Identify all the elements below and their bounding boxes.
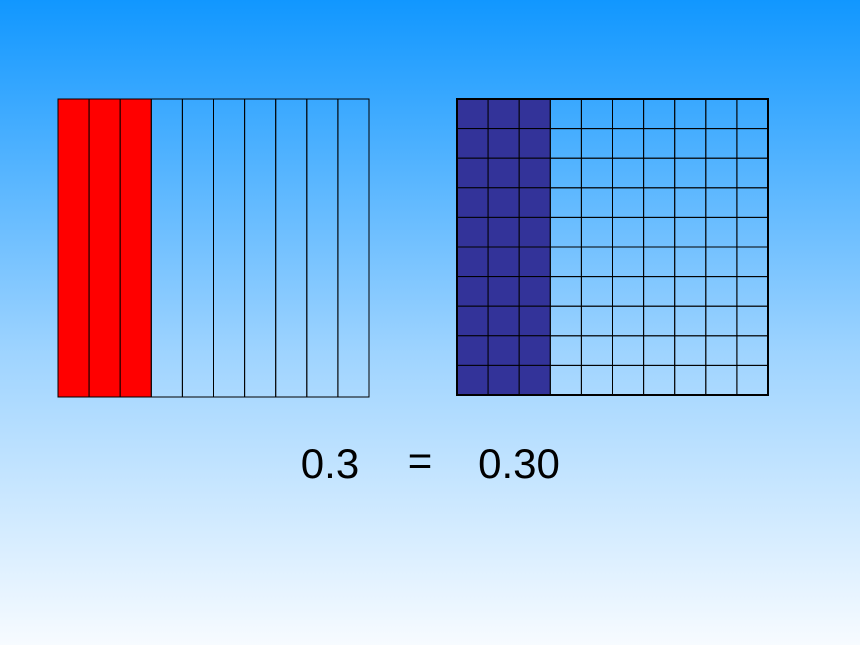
hundredth-cell bbox=[487, 157, 520, 189]
hundredth-cell bbox=[518, 98, 551, 130]
hundredth-cell bbox=[487, 364, 520, 396]
hundredth-cell bbox=[487, 246, 520, 278]
hundredth-cell bbox=[456, 98, 489, 130]
hundredth-cell bbox=[487, 276, 520, 307]
hundredth-cell bbox=[456, 128, 489, 159]
hundredth-cell bbox=[518, 364, 551, 396]
hundredth-cell bbox=[487, 187, 520, 218]
hundredth-cell bbox=[456, 246, 489, 278]
grid-border bbox=[456, 98, 769, 396]
equals-sign: = bbox=[408, 437, 433, 484]
tenths-grid bbox=[57, 98, 370, 398]
hundredth-cell bbox=[456, 305, 489, 337]
tenth-cell bbox=[119, 98, 152, 398]
hundredth-cell bbox=[518, 246, 551, 278]
hundredth-cell bbox=[487, 128, 520, 159]
hundredth-cell bbox=[518, 128, 551, 159]
hundredth-cell bbox=[456, 157, 489, 189]
left-value: 0.3 bbox=[301, 440, 359, 487]
hundredth-cell bbox=[456, 276, 489, 307]
hundredth-cell bbox=[518, 276, 551, 307]
hundredth-cell bbox=[518, 216, 551, 248]
hundredth-cell bbox=[456, 335, 489, 366]
hundredth-cell bbox=[518, 305, 551, 337]
hundredth-cell bbox=[456, 364, 489, 396]
tenth-cell bbox=[57, 98, 90, 398]
hundredth-cell bbox=[487, 98, 520, 130]
tenth-cell bbox=[88, 98, 121, 398]
hundredth-cell bbox=[456, 187, 489, 218]
right-value: 0.30 bbox=[478, 440, 560, 487]
hundredths-grid bbox=[456, 98, 769, 396]
hundredth-cell bbox=[456, 216, 489, 248]
hundredth-cell bbox=[487, 216, 520, 248]
hundredth-cell bbox=[518, 157, 551, 189]
tenth-cell bbox=[337, 98, 370, 398]
hundredth-cell bbox=[487, 305, 520, 337]
hundredth-cell bbox=[518, 187, 551, 218]
hundredth-cell bbox=[487, 335, 520, 366]
hundredth-cell bbox=[518, 335, 551, 366]
